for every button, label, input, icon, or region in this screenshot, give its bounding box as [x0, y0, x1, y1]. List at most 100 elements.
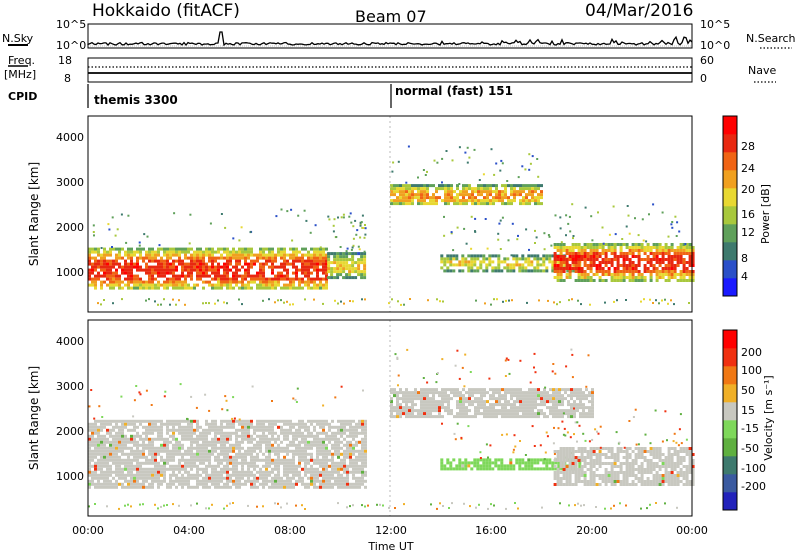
- power-ytick: 2000: [56, 221, 84, 234]
- power-near-range: [97, 298, 690, 306]
- power-colorbar-cell: [723, 260, 737, 279]
- x-tick: 16:00: [475, 524, 507, 537]
- nsky-label: N.Sky: [2, 32, 34, 45]
- power-band: [88, 208, 328, 290]
- velocity-colorbar-cell: [723, 402, 737, 421]
- velocity-cbar-tick: -200: [741, 480, 766, 493]
- beam-title: Beam 07: [355, 7, 427, 26]
- power-cbar-tick: 16: [741, 208, 755, 221]
- velocity-cbar-tick: 200: [741, 346, 762, 359]
- cpid-segment-1: themis 3300: [94, 93, 178, 107]
- velocity-colorbar-cell: [723, 330, 737, 349]
- velocity-band: [88, 383, 367, 489]
- power-colorbar-cell: [723, 206, 737, 225]
- velocity-colorbar-cell: [723, 348, 737, 367]
- power-ytick: 1000: [56, 266, 84, 279]
- freq-strip: Freq. [MHz] 18 8 60 0 Nave: [4, 54, 776, 85]
- velocity-band: [390, 348, 594, 419]
- power-scatter: [88, 116, 695, 312]
- power-colorbar-cell: [723, 116, 737, 135]
- nave-tick-high: 60: [700, 54, 714, 67]
- velocity-cbar-tick: -50: [741, 442, 759, 455]
- station-title: Hokkaido (fitACF): [92, 1, 240, 21]
- x-label: Time UT: [367, 540, 413, 553]
- velocity-yticks: 1000 2000 3000 4000: [56, 335, 84, 483]
- velocity-colorbar-cell: [723, 492, 737, 511]
- cpid-segment-2: normal (fast) 151: [395, 84, 513, 98]
- cpid-label: CPID: [8, 90, 37, 103]
- power-ytick: 4000: [56, 131, 84, 144]
- x-tick: 00:00: [72, 524, 104, 537]
- power-frame: [87, 115, 693, 313]
- velocity-cbar-tick: 50: [741, 384, 755, 397]
- power-cbar-tick: 12: [741, 226, 755, 239]
- power-ytick: 3000: [56, 176, 84, 189]
- velocity-cbar-label: Velocity [m s⁻¹]: [762, 375, 775, 460]
- nsearch-label: N.Search: [746, 32, 796, 45]
- power-cbar-tick: 20: [741, 183, 755, 196]
- velocity-colorbar-cell: [723, 384, 737, 403]
- velocity-ytick: 4000: [56, 335, 84, 348]
- freq-label: Freq.: [8, 54, 35, 67]
- x-tick: 08:00: [274, 524, 306, 537]
- x-tick: 20:00: [576, 524, 608, 537]
- velocity-cbar-tick: 15: [741, 404, 755, 417]
- velocity-cbar-tick: -15: [741, 422, 759, 435]
- nave-label: Nave: [748, 64, 776, 77]
- freq-units: [MHz]: [4, 68, 36, 81]
- x-tick: 12:00: [375, 524, 407, 537]
- power-colorbar: 4 8 12 16 20 24 28 Power [dB]: [722, 115, 772, 297]
- velocity-ytick: 1000: [56, 470, 84, 483]
- velocity-colorbar-cell: [723, 456, 737, 475]
- x-axis: 00:00 04:00 08:00 12:00 16:00 20:00 00:0…: [72, 524, 708, 553]
- velocity-colorbar-cell: [723, 420, 737, 439]
- power-cbar-tick: 24: [741, 162, 755, 175]
- power-ylabel: Slant Range [km]: [27, 162, 41, 266]
- velocity-colorbar-cell: [723, 366, 737, 385]
- velocity-ytick: 3000: [56, 380, 84, 393]
- velocity-frame: [87, 319, 693, 517]
- power-colorbar-cell: [723, 170, 737, 189]
- velocity-near-range: [88, 502, 678, 510]
- velocity-colorbar-cell: [723, 438, 737, 457]
- velocity-ytick: 2000: [56, 425, 84, 438]
- power-yticks: 1000 2000 3000 4000: [56, 131, 84, 279]
- velocity-cbar-ticks: 200 100 50 15 -15 -50 -100 -200: [741, 346, 766, 493]
- power-colorbar-cell: [723, 188, 737, 207]
- cpid-strip: CPID themis 3300 normal (fast) 151: [8, 84, 513, 108]
- power-colorbar-cell: [723, 134, 737, 153]
- power-band: [327, 212, 367, 280]
- power-band: [390, 145, 543, 206]
- power-panel: Slant Range [km] 1000 2000 3000 4000: [27, 115, 695, 313]
- velocity-panel: Slant Range [km] 1000 2000 3000 4000: [27, 319, 695, 517]
- power-colorbar-cell: [723, 242, 737, 261]
- date-title: 04/Mar/2016: [585, 1, 693, 21]
- power-band: [553, 203, 695, 282]
- x-tick: 04:00: [173, 524, 205, 537]
- velocity-band: [553, 407, 695, 486]
- power-cbar-label: Power [dB]: [759, 184, 772, 244]
- velocity-colorbar-cell: [723, 474, 737, 493]
- freq-tick-low: 8: [64, 72, 71, 85]
- nsky-tick-high: 10^5: [56, 18, 86, 31]
- power-cbar-tick: 8: [741, 252, 748, 265]
- nsky-trace: [87, 31, 693, 47]
- nave-tick-low: 0: [700, 72, 707, 85]
- power-cbar-ticks: 4 8 12 16 20 24 28: [741, 140, 755, 283]
- power-cbar-tick: 28: [741, 140, 755, 153]
- velocity-cbar-tick: 100: [741, 364, 762, 377]
- velocity-scatter: [88, 320, 695, 516]
- x-tick: 00:00: [676, 524, 708, 537]
- velocity-ylabel: Slant Range [km]: [27, 366, 41, 470]
- nsearch-tick-high: 10^5: [700, 18, 730, 31]
- velocity-cbar-tick: -100: [741, 462, 766, 475]
- velocity-colorbar: 200 100 50 15 -15 -50 -100 -200 Velocity…: [722, 329, 775, 511]
- power-cbar-tick: 4: [741, 270, 748, 283]
- nsky-tick-low: 10^0: [56, 39, 86, 52]
- nsearch-tick-low: 10^0: [700, 39, 730, 52]
- power-colorbar-cell: [723, 278, 737, 297]
- nsky-strip: N.Sky 10^5 10^0 10^5 10^0 N.Search: [2, 18, 796, 52]
- power-colorbar-cell: [723, 152, 737, 171]
- freq-tick-high: 18: [58, 54, 72, 67]
